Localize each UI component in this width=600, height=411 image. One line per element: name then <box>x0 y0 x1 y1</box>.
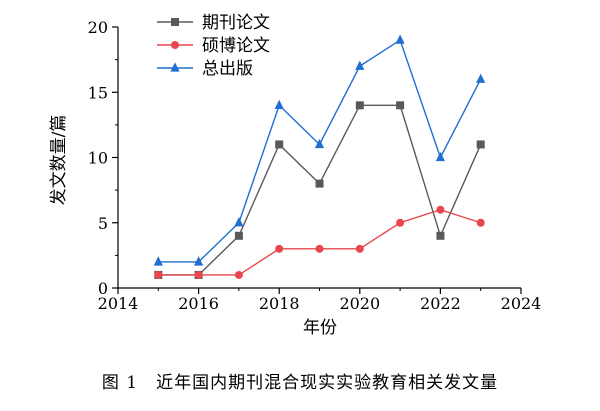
figure-caption: 图 1 近年国内期刊混合现实实验教育相关发文量 <box>0 368 600 393</box>
data-point <box>476 218 485 227</box>
data-point <box>476 140 485 149</box>
y-tick-label: 15 <box>88 83 108 102</box>
data-point <box>355 60 365 70</box>
y-tick-label: 10 <box>88 149 108 168</box>
legend-marker <box>171 18 179 26</box>
data-point <box>275 244 284 253</box>
legend-label: 期刊论文 <box>202 13 270 33</box>
data-point <box>315 179 324 188</box>
series-3 <box>153 34 486 266</box>
data-point <box>436 205 445 214</box>
data-point <box>476 73 486 83</box>
figure-number: 图 1 <box>101 373 139 393</box>
chart-axes: 2014 2016 2018 2020 2022 2024 0 5 10 15 20 <box>88 18 542 313</box>
x-tick-label: 2022 <box>420 294 461 313</box>
data-point <box>234 217 244 227</box>
chart: 2014 2016 2018 2020 2022 2024 0 5 10 15 20 期刊论文硕博论… <box>49 13 542 338</box>
data-point <box>355 101 364 110</box>
data-point <box>435 151 445 162</box>
series-line <box>158 208 481 276</box>
x-tick-label: 2016 <box>178 294 219 313</box>
data-point <box>234 231 243 240</box>
legend-label: 总出版 <box>202 59 253 79</box>
chart-series <box>153 34 486 279</box>
x-tick-label: 2014 <box>98 294 139 313</box>
legend-item: 硕博论文 <box>157 36 270 56</box>
data-point <box>395 34 405 44</box>
legend-label: 硕博论文 <box>202 36 270 56</box>
data-point <box>194 256 204 266</box>
legend-marker <box>170 62 180 72</box>
data-point <box>274 99 284 109</box>
legend-item: 期刊论文 <box>157 13 270 33</box>
figure-caption-text: 近年国内期刊混合现实实验教育相关发文量 <box>156 373 499 393</box>
y-tick-label: 5 <box>98 214 108 233</box>
data-point <box>154 270 163 279</box>
y-axis-label: 发文数量/篇 <box>49 115 69 206</box>
data-point <box>194 270 203 279</box>
legend-marker <box>171 41 179 49</box>
x-tick-label: 2020 <box>339 294 380 313</box>
data-point <box>153 256 163 266</box>
data-point <box>314 138 325 149</box>
data-point <box>355 244 364 253</box>
data-point <box>234 270 243 279</box>
data-point <box>396 218 405 227</box>
legend-item: 总出版 <box>157 59 253 79</box>
x-axis-label: 年份 <box>303 318 337 338</box>
data-point <box>436 231 445 240</box>
x-tick-label: 2024 <box>501 294 542 313</box>
series-2 <box>154 205 485 279</box>
data-point <box>275 140 284 149</box>
y-tick-label: 20 <box>88 18 108 37</box>
y-tick-label: 0 <box>98 279 108 298</box>
x-tick-label: 2018 <box>259 294 300 313</box>
data-point <box>396 101 405 110</box>
data-point <box>315 244 324 253</box>
